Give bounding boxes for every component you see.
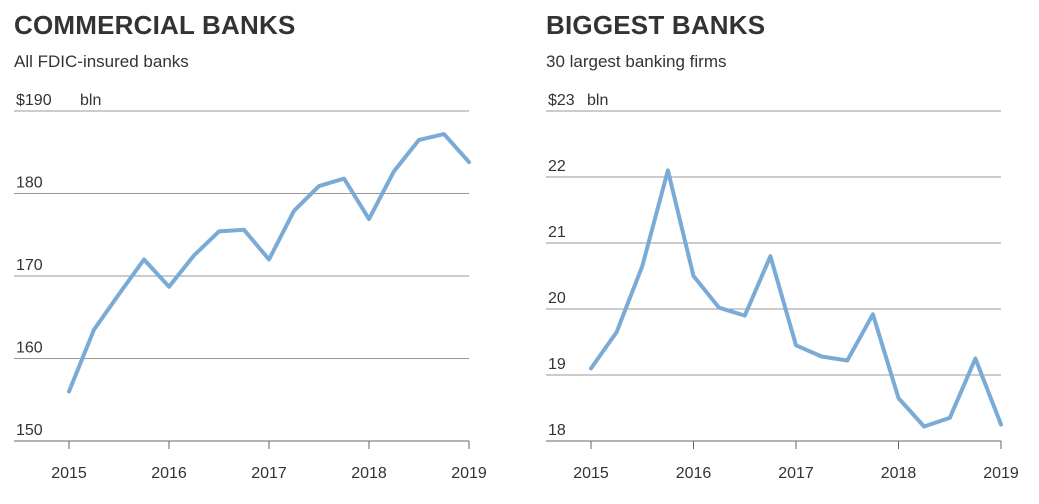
series-line — [67, 132, 471, 394]
chart-subtitle: 30 largest banking firms — [546, 52, 727, 71]
y-tick-label: $190 — [16, 92, 52, 109]
chart-subtitle: All FDIC-insured banks — [14, 52, 189, 71]
x-tick-label: 2019 — [983, 465, 1019, 482]
y-tick-label: 150 — [16, 422, 43, 439]
x-tick-label: 2015 — [573, 465, 609, 482]
x-tick-label: 2019 — [451, 465, 487, 482]
chart-title: BIGGEST BANKS — [546, 10, 766, 40]
biggest-banks-line-chart: 18 19 20 21 22 $23 bln 2015 2016 2017 2018 2019 — [546, 92, 1019, 482]
unit-label: bln — [80, 92, 101, 109]
y-tick-label: 180 — [16, 175, 43, 192]
commercial-banks-line-chart: 150 160 170 180 $190 bln 2015 2016 2017 2018 2019 — [14, 92, 487, 482]
y-tick-label: 19 — [548, 356, 566, 373]
chart-title: COMMERCIAL BANKS — [14, 10, 296, 40]
chart-panel-commercial-banks: COMMERCIAL BANKS All FDIC-insured banks … — [14, 10, 487, 482]
series-line — [589, 168, 1003, 429]
y-tick-label: 20 — [548, 290, 566, 307]
y-tick-label: 18 — [548, 422, 566, 439]
y-tick-label: 22 — [548, 158, 566, 175]
y-tick-label: $23 — [548, 92, 575, 109]
chart-panel-biggest-banks: BIGGEST BANKS 30 largest banking firms 1… — [530, 0, 1039, 504]
x-tick-label: 2018 — [881, 465, 917, 482]
unit-label: bln — [587, 92, 608, 109]
x-tick-label: 2017 — [251, 465, 287, 482]
y-tick-label: 21 — [548, 224, 566, 241]
y-tick-label: 170 — [16, 257, 43, 274]
x-tick-label: 2015 — [51, 465, 87, 482]
x-tick-label: 2016 — [676, 465, 712, 482]
x-tick-label: 2017 — [778, 465, 814, 482]
x-tick-label: 2016 — [151, 465, 187, 482]
x-tick-label: 2018 — [351, 465, 387, 482]
y-tick-label: 160 — [16, 340, 43, 357]
